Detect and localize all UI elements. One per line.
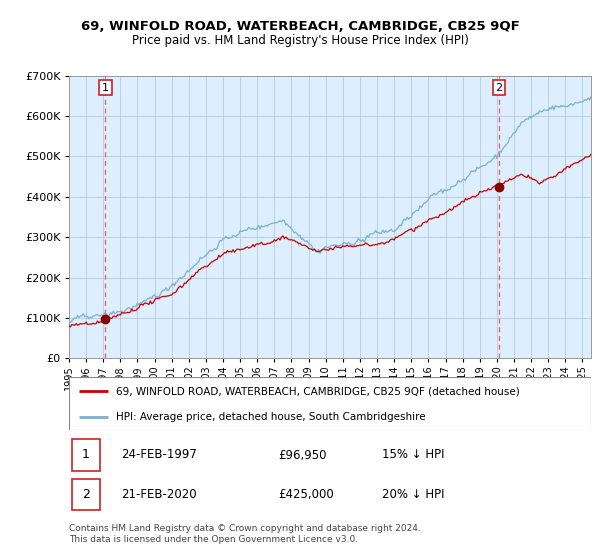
Text: £425,000: £425,000 <box>278 488 334 501</box>
Text: Price paid vs. HM Land Registry's House Price Index (HPI): Price paid vs. HM Land Registry's House … <box>131 34 469 46</box>
Text: This data is licensed under the Open Government Licence v3.0.: This data is licensed under the Open Gov… <box>69 535 358 544</box>
FancyBboxPatch shape <box>69 377 591 430</box>
Text: 2: 2 <box>496 83 503 92</box>
Text: 1: 1 <box>102 83 109 92</box>
Text: 69, WINFOLD ROAD, WATERBEACH, CAMBRIDGE, CB25 9QF: 69, WINFOLD ROAD, WATERBEACH, CAMBRIDGE,… <box>80 20 520 32</box>
Text: 15% ↓ HPI: 15% ↓ HPI <box>382 449 445 461</box>
Text: Contains HM Land Registry data © Crown copyright and database right 2024.: Contains HM Land Registry data © Crown c… <box>69 524 421 533</box>
Text: HPI: Average price, detached house, South Cambridgeshire: HPI: Average price, detached house, Sout… <box>116 412 425 422</box>
Text: 21-FEB-2020: 21-FEB-2020 <box>121 488 197 501</box>
FancyBboxPatch shape <box>71 478 100 511</box>
FancyBboxPatch shape <box>71 439 100 471</box>
Text: 2: 2 <box>82 488 90 501</box>
Text: 69, WINFOLD ROAD, WATERBEACH, CAMBRIDGE, CB25 9QF (detached house): 69, WINFOLD ROAD, WATERBEACH, CAMBRIDGE,… <box>116 386 520 396</box>
Text: 24-FEB-1997: 24-FEB-1997 <box>121 449 197 461</box>
Text: 1: 1 <box>82 449 90 461</box>
Text: £96,950: £96,950 <box>278 449 326 461</box>
Text: 20% ↓ HPI: 20% ↓ HPI <box>382 488 445 501</box>
